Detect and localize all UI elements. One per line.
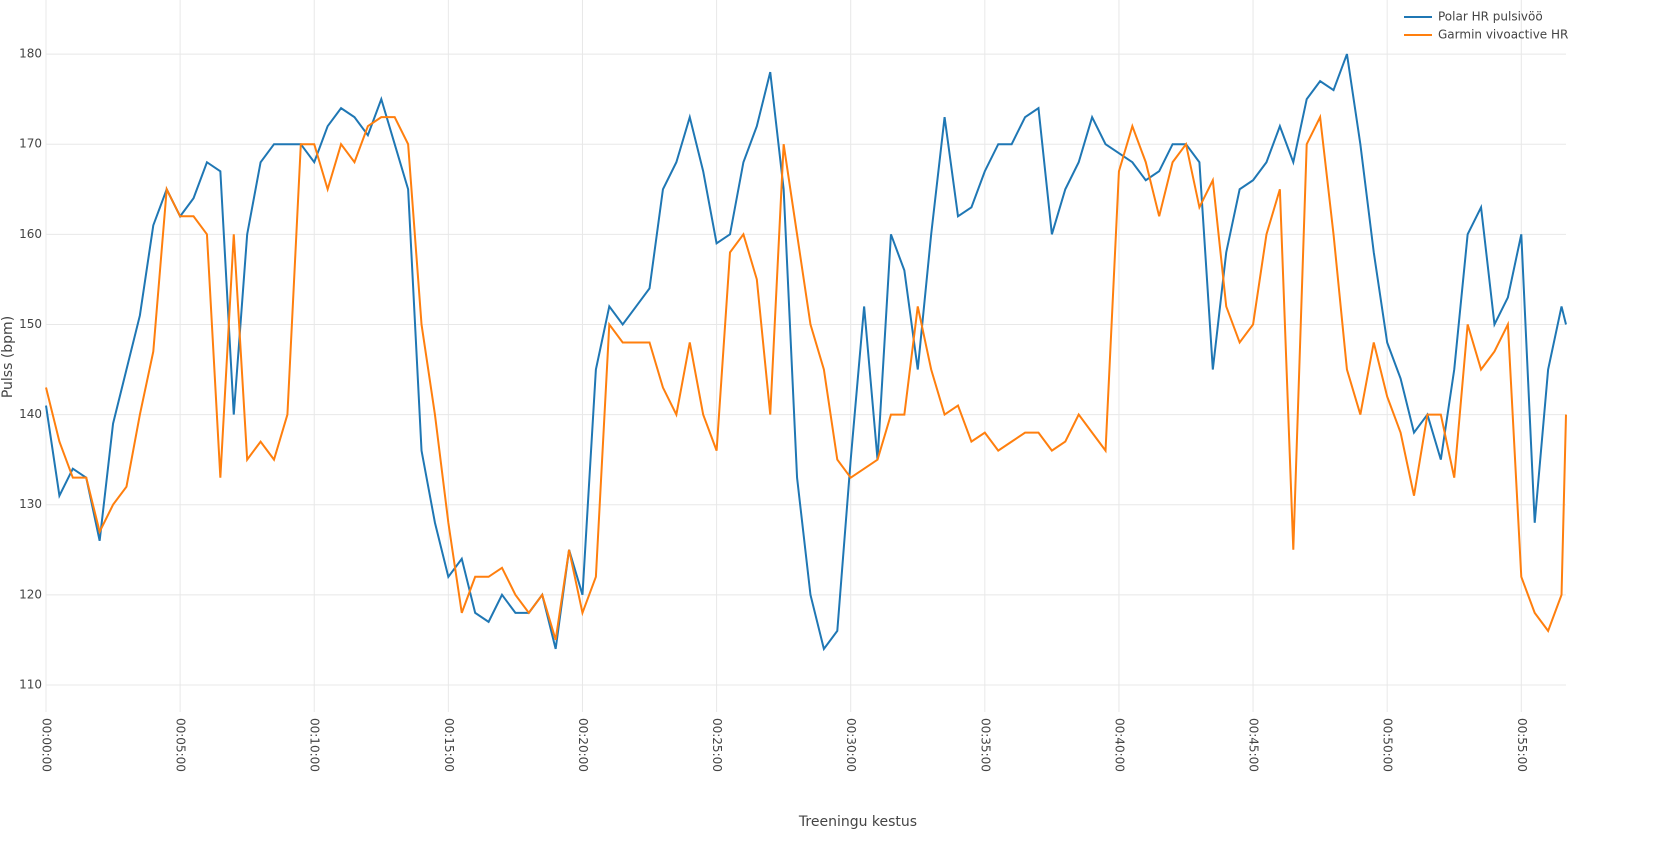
- y-tick-label: 170: [19, 137, 42, 151]
- legend-label: Garmin vivoactive HR: [1438, 28, 1568, 42]
- x-tick-label: 00:25:00: [710, 718, 724, 772]
- series-line: [45, 113, 1567, 641]
- y-tick-label: 150: [19, 317, 42, 331]
- y-tick-label: 120: [19, 587, 42, 601]
- y-tick-label: 130: [19, 497, 42, 511]
- x-tick-label: 00:00:00: [40, 718, 54, 772]
- x-tick-label: 00:45:00: [1247, 718, 1261, 772]
- x-tick-label: 00:50:00: [1381, 718, 1395, 772]
- x-tick-label: 00:35:00: [978, 718, 992, 772]
- legend-label: Polar HR pulsivöö: [1438, 10, 1543, 24]
- y-tick-label: 180: [19, 47, 42, 61]
- x-tick-label: 00:55:00: [1515, 718, 1529, 772]
- y-tick-label: 140: [19, 407, 42, 421]
- y-axis-label: Pulss (bpm): [0, 316, 16, 398]
- x-tick-label: 00:05:00: [174, 718, 188, 772]
- series-line: [45, 53, 1567, 652]
- x-tick-label: 00:10:00: [308, 718, 322, 772]
- y-tick-label: 160: [19, 227, 42, 241]
- x-axis-label: Treeningu kestus: [798, 814, 917, 830]
- x-tick-label: 00:30:00: [844, 718, 858, 772]
- x-tick-label: 00:20:00: [576, 718, 590, 772]
- x-tick-label: 00:15:00: [442, 718, 456, 772]
- x-tick-label: 00:40:00: [1112, 718, 1126, 772]
- y-tick-label: 110: [19, 677, 42, 691]
